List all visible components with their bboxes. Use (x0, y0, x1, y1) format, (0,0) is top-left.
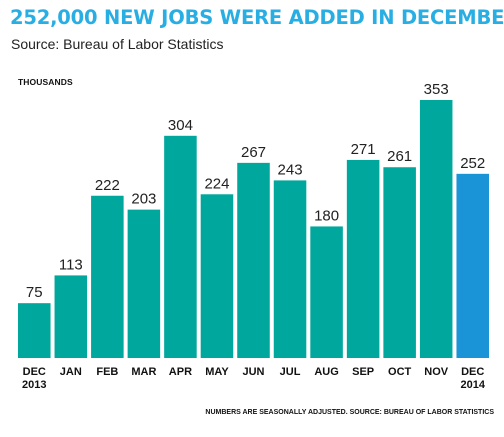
bar-jun (237, 162, 270, 358)
bar-dec-2014 (456, 173, 489, 358)
bar-apr (164, 135, 197, 358)
data-label: 180 (314, 207, 339, 224)
data-label: 267 (241, 144, 266, 161)
bar-sep (346, 159, 380, 358)
unit-label: THOUSANDS (18, 77, 73, 87)
x-tick-label: DEC (461, 366, 484, 378)
data-label: 222 (95, 177, 120, 194)
chart-subtitle: Source: Bureau of Labor Statistics (11, 36, 224, 52)
x-tick-label: APR (169, 366, 192, 378)
data-label: 113 (59, 256, 83, 273)
x-tick-label: MAY (205, 366, 229, 378)
bar-chart: 75DEC2013113JAN222FEB203MAR304APR224MAY2… (18, 81, 489, 391)
bar-jan (54, 275, 88, 358)
bar-feb (91, 195, 124, 358)
x-tick-label: AUG (314, 366, 338, 378)
bar-may (200, 194, 234, 358)
x-tick-label: MAR (131, 366, 156, 378)
data-label: 75 (26, 284, 43, 301)
chart-title: 252,000 NEW JOBS WERE ADDED IN DECEMBER (10, 6, 504, 29)
data-label: 261 (387, 148, 412, 165)
x-tick-label: DEC (23, 366, 46, 378)
x-tick-year-label: 2013 (22, 379, 46, 391)
data-label: 271 (351, 141, 376, 158)
footnote: NUMBERS ARE SEASONALLY ADJUSTED. SOURCE:… (205, 409, 494, 416)
bar-oct (383, 167, 416, 358)
x-tick-label: JUN (242, 366, 264, 378)
data-label: 243 (278, 161, 303, 178)
x-tick-year-label: 2014 (460, 379, 485, 391)
x-tick-label: JUL (280, 366, 301, 378)
data-label: 224 (204, 175, 229, 192)
x-tick-label: OCT (388, 366, 412, 378)
data-label: 304 (168, 117, 193, 134)
x-tick-label: JAN (60, 366, 82, 378)
x-tick-label: NOV (424, 366, 449, 378)
data-label: 203 (131, 191, 156, 208)
bar-jul (273, 180, 307, 358)
x-tick-label: FEB (96, 366, 118, 378)
bar-nov (419, 100, 453, 358)
data-label: 353 (424, 81, 449, 98)
bar-mar (127, 209, 161, 358)
data-label: 252 (460, 155, 485, 172)
bar-dec-2013 (18, 303, 51, 358)
bar-aug (310, 226, 343, 358)
x-tick-label: SEP (352, 366, 374, 378)
